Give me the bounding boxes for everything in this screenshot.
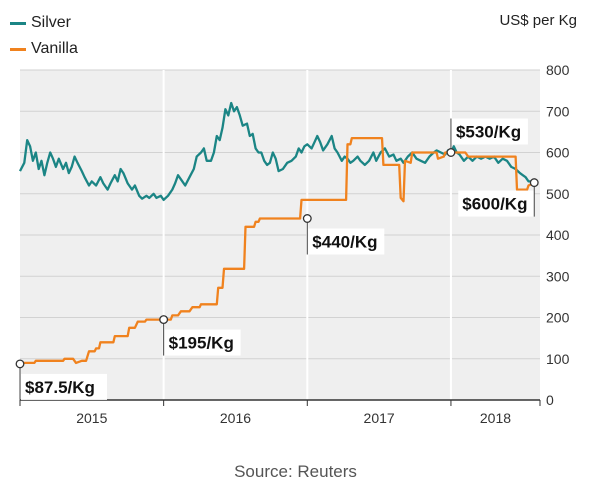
callout-box xyxy=(308,228,385,255)
callout-label: $87.5/Kg xyxy=(25,378,95,397)
x-tick-label: 2017 xyxy=(364,410,395,426)
x-tick-label: 2016 xyxy=(220,410,251,426)
legend-item-silver: Silver xyxy=(10,10,78,36)
legend-label-vanilla: Vanilla xyxy=(31,40,78,57)
callout-label: $530/Kg xyxy=(456,123,521,142)
x-tick-label: 2015 xyxy=(76,410,107,426)
y-tick-label: 600 xyxy=(546,145,570,161)
legend-label-silver: Silver xyxy=(31,14,72,31)
legend-item-vanilla: Vanilla xyxy=(10,36,78,62)
callout-box xyxy=(164,329,241,356)
y-tick-label: 800 xyxy=(546,62,570,78)
callout-marker xyxy=(529,178,539,188)
callout-marker xyxy=(302,214,312,223)
units-label: US$ per Kg xyxy=(499,12,577,29)
y-tick-label: 300 xyxy=(546,268,570,284)
y-tick-label: 500 xyxy=(546,186,570,202)
callout-label: $440/Kg xyxy=(312,233,377,252)
callout-marker xyxy=(15,359,25,369)
y-tick-label: 100 xyxy=(546,351,570,367)
source-note: Source: Reuters xyxy=(234,462,357,481)
callout-label: $195/Kg xyxy=(169,334,234,353)
x-tick-label: 2018 xyxy=(480,410,511,426)
y-tick-label: 400 xyxy=(546,227,570,243)
y-tick-label: 0 xyxy=(546,392,554,408)
callout-marker xyxy=(159,315,169,325)
callout-marker xyxy=(446,148,456,157)
callout-box xyxy=(21,373,107,400)
vanilla-swatch-icon xyxy=(10,47,26,51)
y-tick-label: 700 xyxy=(546,103,570,119)
series-line-silver xyxy=(18,101,535,202)
silver-swatch-icon xyxy=(10,21,26,25)
callout-box xyxy=(458,190,535,217)
callout-box xyxy=(451,118,528,145)
series-line-vanilla xyxy=(19,136,535,365)
y-tick-label: 200 xyxy=(546,310,570,326)
legend: Silver Vanilla xyxy=(10,10,78,62)
callout-label: $600/Kg xyxy=(462,195,527,214)
